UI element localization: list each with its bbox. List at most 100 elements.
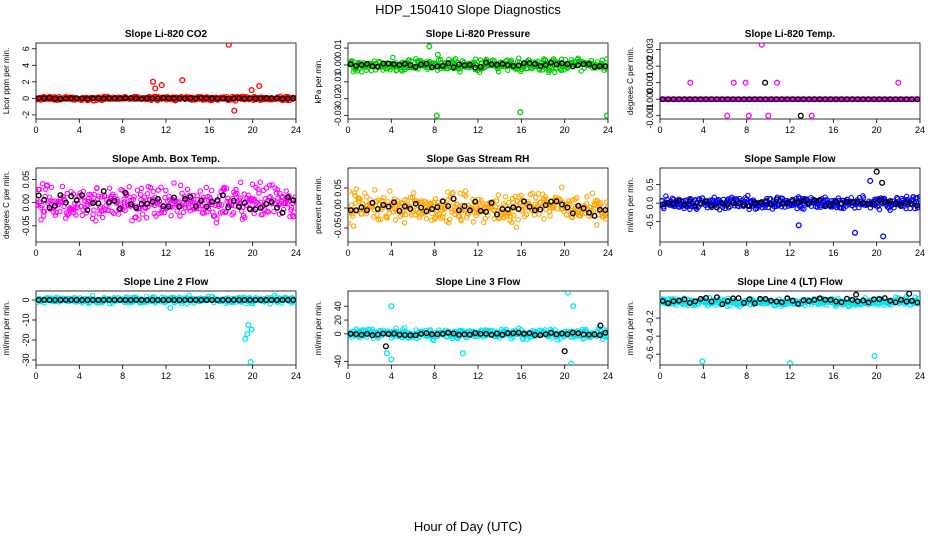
sample-point: [722, 205, 728, 212]
average-point: [697, 295, 704, 302]
average-point: [515, 62, 522, 69]
outlier-point: [426, 43, 433, 50]
average-point: [450, 330, 457, 337]
average-point: [686, 96, 693, 103]
average-point: [268, 297, 275, 304]
outlier-point: [879, 179, 886, 186]
sample-point: [356, 66, 362, 72]
average-point: [757, 295, 764, 302]
sample-point: [386, 210, 392, 216]
sample-point: [348, 202, 354, 209]
sample-point: [214, 215, 220, 222]
average-point: [596, 332, 603, 339]
average-point: [374, 331, 381, 338]
average-point: [564, 331, 571, 338]
average-point: [290, 297, 296, 303]
average-point: [665, 96, 672, 103]
sample-point: [574, 195, 580, 201]
outlier-point: [895, 79, 902, 86]
average-point: [504, 62, 511, 69]
sample-point: [531, 212, 538, 218]
sample-point: [463, 193, 469, 199]
sample-point: [136, 206, 143, 212]
sample-point: [917, 96, 920, 102]
average-point: [746, 96, 753, 103]
sample-point: [515, 216, 521, 223]
average-point: [559, 201, 566, 208]
average-point: [822, 203, 829, 210]
y-tick-label: -0.5: [645, 214, 655, 230]
average-point: [214, 95, 221, 102]
average-point: [843, 295, 850, 302]
average-point: [665, 199, 672, 206]
x-tick-label: 16: [828, 125, 838, 135]
average-point: [187, 193, 194, 200]
x-tick-label: 20: [248, 248, 258, 258]
sample-point: [401, 325, 408, 331]
sample-point: [518, 192, 524, 199]
average-point: [73, 197, 80, 204]
points-layer: [348, 291, 608, 365]
average-point: [580, 205, 587, 212]
sample-point: [569, 197, 576, 203]
x-tick-label: 8: [744, 371, 749, 381]
sample-point: [57, 208, 63, 215]
average-point: [703, 198, 710, 205]
y-tick-label: -0.03: [333, 105, 343, 126]
average-point: [686, 198, 693, 205]
x-tick-label: 8: [744, 125, 749, 135]
sample-point: [501, 214, 507, 221]
average-point: [499, 331, 506, 338]
average-point: [569, 63, 576, 70]
sample-point: [363, 67, 369, 73]
sample-point: [369, 326, 376, 332]
average-point: [236, 203, 243, 210]
y-axis-label: ml/min per min.: [314, 301, 323, 356]
average-point: [133, 297, 140, 304]
average-point: [811, 296, 818, 303]
average-point: [575, 202, 582, 209]
x-tick-label: 8: [432, 125, 437, 135]
sample-point: [470, 219, 477, 225]
sample-point: [558, 184, 565, 191]
average-point: [439, 330, 446, 337]
x-tick-label: 0: [345, 248, 350, 258]
y-tick-label: 0.003: [645, 38, 655, 61]
average-point: [456, 207, 463, 214]
sample-point: [348, 188, 352, 195]
average-point: [515, 329, 522, 336]
sample-point: [491, 207, 498, 213]
y-axis-label: ml/min per min.: [2, 301, 11, 356]
sample-point: [903, 193, 910, 200]
outlier-point: [880, 233, 887, 240]
sample-point: [36, 199, 42, 205]
average-point: [176, 203, 183, 210]
sample-point: [82, 198, 88, 204]
average-point: [236, 297, 243, 304]
sample-point: [529, 190, 536, 196]
average-point: [391, 330, 398, 337]
sample-point: [446, 216, 453, 222]
average-point: [719, 200, 726, 207]
average-point: [127, 201, 134, 208]
average-point: [681, 96, 688, 103]
sample-point: [290, 200, 296, 206]
sample-point: [452, 55, 459, 62]
sample-point: [141, 194, 148, 200]
average-point: [358, 331, 365, 338]
sample-point: [177, 182, 184, 189]
sample-point: [41, 208, 48, 215]
sample-point: [782, 204, 788, 210]
sample-point: [479, 200, 486, 206]
average-point: [445, 329, 452, 336]
outlier-point: [433, 112, 440, 119]
sample-point: [582, 326, 589, 332]
average-point: [111, 297, 118, 304]
y-tick-label: 0.001: [645, 71, 655, 94]
average-point: [746, 203, 753, 210]
sample-point: [138, 185, 145, 192]
sample-point: [589, 190, 596, 196]
average-point: [843, 198, 850, 205]
sample-point: [291, 209, 296, 215]
average-point: [62, 199, 69, 206]
